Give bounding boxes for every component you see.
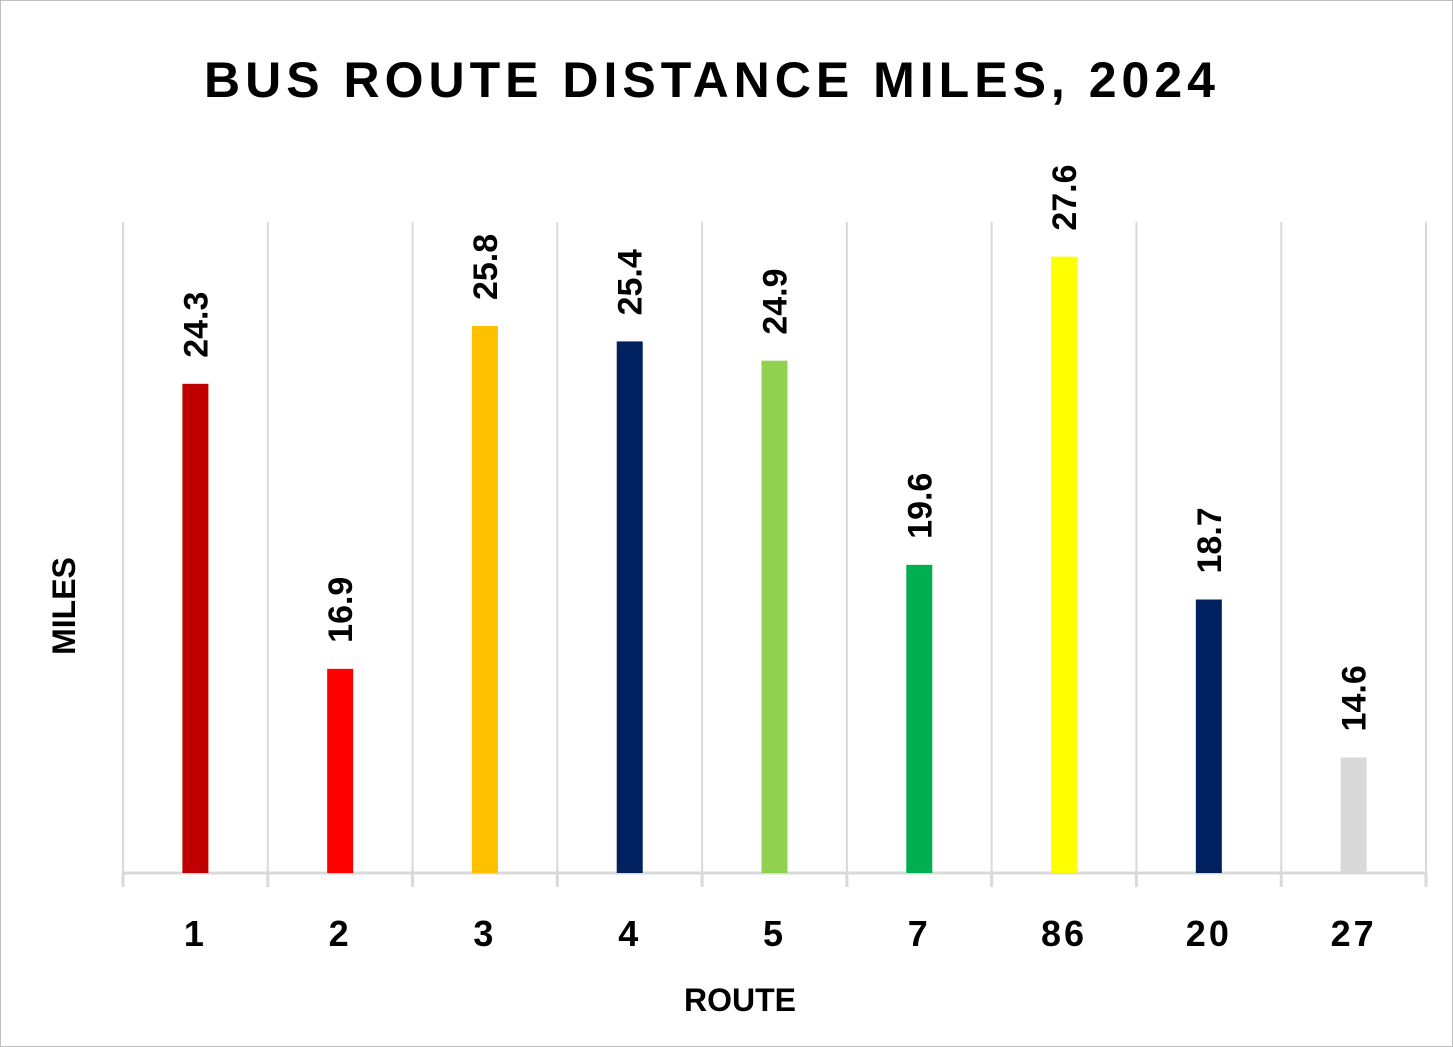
- x-tick-label-27: 27: [1331, 913, 1377, 954]
- x-tick-label-1: 1: [184, 913, 207, 954]
- bar-route-7: [906, 564, 933, 873]
- x-tick-label-3: 3: [473, 913, 496, 954]
- x-tick-label-86: 86: [1041, 913, 1087, 954]
- y-axis-title: MILES: [46, 557, 82, 655]
- bar-route-4: [616, 341, 643, 874]
- bar-route-1: [182, 383, 209, 873]
- data-label-route-7: 19.6: [901, 473, 939, 539]
- x-axis-title: ROUTE: [684, 982, 796, 1018]
- data-label-route-20: 18.7: [1191, 507, 1229, 573]
- data-label-route-3: 25.8: [467, 234, 505, 300]
- x-tick-label-5: 5: [763, 913, 786, 954]
- data-label-route-1: 24.3: [177, 292, 215, 358]
- x-tick-label-20: 20: [1186, 913, 1232, 954]
- data-label-route-4: 25.4: [612, 249, 650, 315]
- bar-route-86: [1051, 256, 1078, 873]
- chart-title: BUS ROUTE DISTANCE MILES, 2024: [204, 52, 1220, 108]
- data-label-route-27: 14.6: [1336, 665, 1374, 731]
- gridlines: [121, 222, 1428, 887]
- x-tick-label-4: 4: [618, 913, 641, 954]
- bar-route-3: [471, 326, 498, 873]
- bar-route-20: [1195, 599, 1222, 873]
- x-tick-label-7: 7: [908, 913, 931, 954]
- bar-route-27: [1340, 757, 1367, 873]
- data-label-route-86: 27.6: [1046, 164, 1084, 230]
- data-label-route-2: 16.9: [322, 577, 360, 643]
- bars: [182, 256, 1367, 874]
- bar-route-2: [327, 668, 354, 873]
- data-labels: 24.3 16.9 25.8 25.4 24.9 19.6 27.6 18.7 14.6: [177, 164, 1373, 731]
- x-tick-label-2: 2: [329, 913, 352, 954]
- bar-route-5: [761, 360, 788, 873]
- x-tick-labels: 1 2 3 4 5 7 86 20 27: [184, 913, 1377, 954]
- data-label-route-5: 24.9: [757, 268, 795, 334]
